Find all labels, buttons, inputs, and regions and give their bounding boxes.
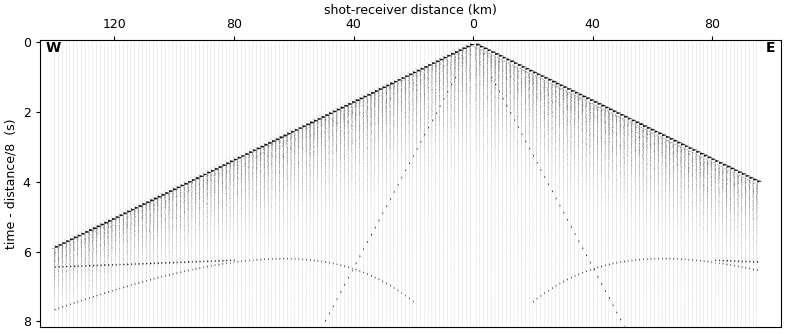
X-axis label: shot-receiver distance (km): shot-receiver distance (km)	[324, 4, 497, 17]
Y-axis label: time - distance/8  (s): time - distance/8 (s)	[4, 118, 17, 249]
Text: E: E	[765, 41, 775, 55]
Text: W: W	[46, 41, 61, 55]
